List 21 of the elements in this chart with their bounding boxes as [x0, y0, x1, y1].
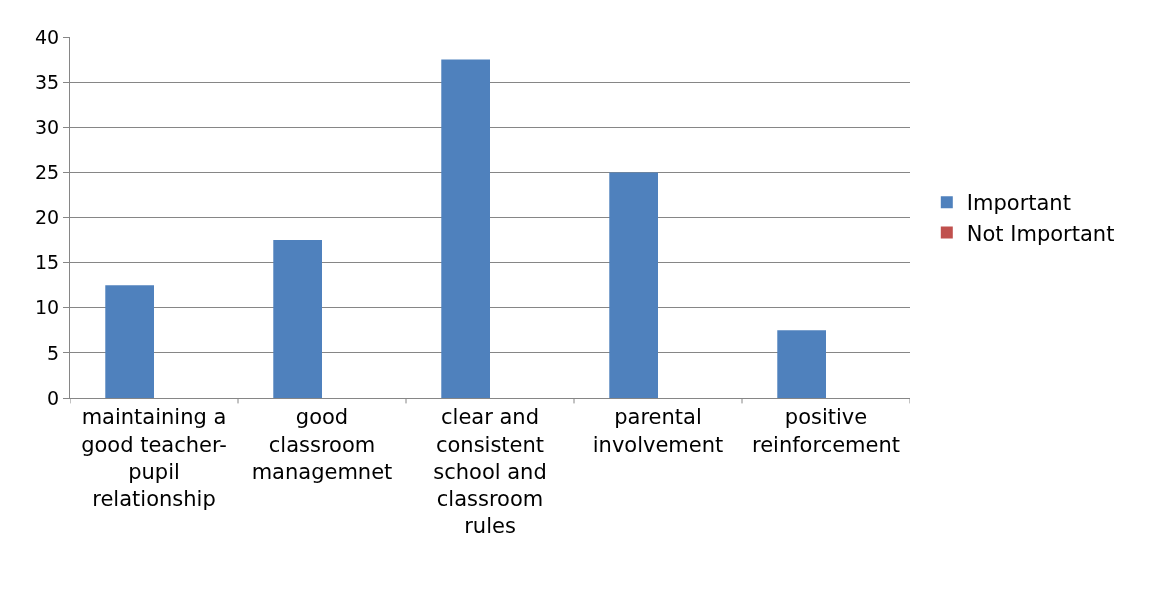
y-tick-label: 15: [35, 251, 60, 274]
x-tick-label: good classroom managemnet: [251, 405, 393, 484]
x-tick-label: positive reinforcement: [751, 405, 901, 457]
y-tick-label: 25: [35, 161, 60, 184]
y-tick-label: 35: [35, 70, 60, 93]
bar: [273, 240, 322, 398]
x-tick-label: parental involvement: [592, 405, 724, 457]
y-tick-label: 0: [47, 386, 60, 409]
bar: [441, 59, 490, 398]
bar: [105, 285, 154, 398]
y-tick-label: 20: [35, 206, 60, 229]
bar: [609, 172, 658, 398]
legend-label: Important: [966, 191, 1071, 216]
y-tick-label: 10: [35, 296, 60, 319]
y-tick-label: 30: [35, 115, 60, 138]
legend-label: Not Important: [966, 221, 1115, 246]
y-tick-label: 5: [47, 341, 60, 364]
bar: [777, 330, 826, 398]
y-tick-label: 40: [35, 25, 60, 48]
x-tick-label: clear and consistent school and classroom rules: [433, 405, 547, 539]
x-tick-label: maintaining a good teacher-pupil relationship: [81, 405, 227, 512]
